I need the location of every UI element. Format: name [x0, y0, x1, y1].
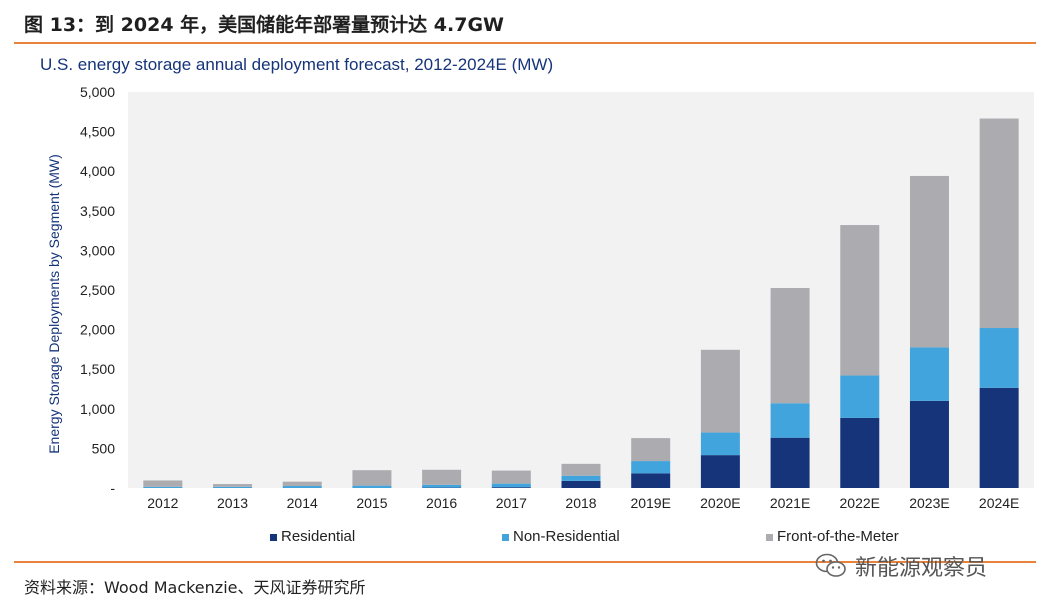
wechat-icon	[815, 553, 846, 577]
y-tick-label: 3,500	[80, 203, 115, 219]
bar-front-of-the-meter-2018	[561, 463, 601, 476]
bar-front-of-the-meter-2013	[213, 484, 253, 487]
bar-residential-2021e	[770, 437, 810, 488]
bar-front-of-the-meter-2024e	[979, 118, 1019, 329]
header-rule	[14, 42, 1036, 44]
bar-front-of-the-meter-2020e	[700, 349, 740, 433]
bar-non-residential-2012	[143, 486, 183, 488]
y-tick-label: 1,500	[80, 361, 115, 377]
bar-non-residential-2017	[491, 483, 531, 488]
x-tick-label: 2015	[356, 495, 387, 511]
bar-residential-2020e	[700, 455, 740, 488]
bar-non-residential-2022e	[840, 375, 880, 418]
bar-residential-2017	[491, 487, 531, 488]
x-tick-label: 2022E	[840, 495, 880, 511]
bar-non-residential-2015	[352, 485, 392, 488]
x-tick-label: 2013	[217, 495, 248, 511]
legend-swatch-0	[270, 534, 277, 541]
x-tick-label: 2018	[565, 495, 596, 511]
source-note: 资料来源：Wood Mackenzie、天风证券研究所	[24, 578, 366, 597]
x-tick-label: 2024E	[979, 495, 1019, 511]
x-tick-label: 2023E	[909, 495, 949, 511]
figure-title: 图 13：到 2024 年，美国储能年部署量预计达 4.7GW	[24, 14, 504, 36]
x-tick-label: 2021E	[770, 495, 810, 511]
bar-residential-2022e	[840, 417, 880, 488]
bar-residential-2019e	[631, 473, 671, 488]
x-tick-label: 2019E	[630, 495, 670, 511]
watermark-text: 新能源观察员	[855, 556, 988, 581]
bar-front-of-the-meter-2012	[143, 480, 183, 487]
y-tick-label: 2,000	[80, 322, 115, 338]
legend-label-1: Non-Residential	[513, 528, 620, 545]
bar-non-residential-2024e	[979, 328, 1019, 388]
bar-front-of-the-meter-2015	[352, 470, 392, 486]
y-axis-label: Energy Storage Deployments by Segment (M…	[46, 154, 62, 454]
x-tick-label: 2012	[147, 495, 178, 511]
stacked-bar-chart: - 500 1,000 1,500 2,000 2,500 3,000 3,500 4,000 4…	[46, 84, 1034, 545]
x-tick-label: 2017	[496, 495, 527, 511]
bar-front-of-the-meter-2017	[491, 470, 531, 484]
x-tick-label: 2020E	[700, 495, 740, 511]
watermark: 新能源观察员	[815, 550, 987, 582]
y-tick-label: 4,500	[80, 124, 115, 140]
bar-non-residential-2014	[282, 486, 322, 488]
bar-non-residential-2016	[422, 484, 462, 488]
bar-non-residential-2019e	[631, 461, 671, 474]
legend-swatch-1	[502, 534, 509, 541]
bar-non-residential-2021e	[770, 403, 810, 438]
y-tick-label: 3,000	[80, 242, 115, 258]
bar-front-of-the-meter-2023e	[909, 175, 949, 348]
x-tick-label: 2014	[287, 495, 318, 511]
chart-title: U.S. energy storage annual deployment fo…	[40, 55, 554, 74]
bar-residential-2024e	[979, 387, 1019, 488]
legend-label-0: Residential	[281, 528, 355, 545]
bar-front-of-the-meter-2016	[422, 469, 462, 485]
bar-non-residential-2020e	[700, 432, 740, 456]
bar-front-of-the-meter-2014	[282, 481, 322, 487]
bar-front-of-the-meter-2019e	[631, 438, 671, 462]
bar-residential-2018	[561, 480, 601, 488]
bar-non-residential-2018	[561, 475, 601, 481]
x-tick-label: 2016	[426, 495, 457, 511]
legend-swatch-2	[766, 534, 773, 541]
bar-non-residential-2013	[213, 486, 253, 488]
footer-rule	[14, 561, 1036, 563]
bar-residential-2023e	[909, 400, 949, 488]
legend-label-2: Front-of-the-Meter	[777, 528, 899, 545]
y-tick-label: 4,000	[80, 163, 115, 179]
plot-area	[128, 92, 1034, 488]
y-tick-label: 5,000	[80, 84, 115, 100]
y-tick-label: -	[110, 480, 115, 496]
y-tick-label: 1,000	[80, 401, 115, 417]
y-tick-label: 500	[92, 440, 116, 456]
y-tick-label: 2,500	[80, 282, 115, 298]
bar-front-of-the-meter-2021e	[770, 288, 810, 404]
bar-front-of-the-meter-2022e	[840, 225, 880, 376]
bar-non-residential-2023e	[909, 347, 949, 401]
